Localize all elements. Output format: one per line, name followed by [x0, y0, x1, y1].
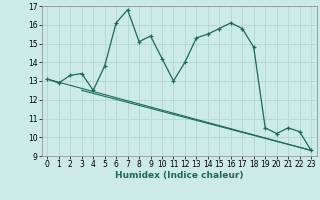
X-axis label: Humidex (Indice chaleur): Humidex (Indice chaleur) [115, 171, 244, 180]
